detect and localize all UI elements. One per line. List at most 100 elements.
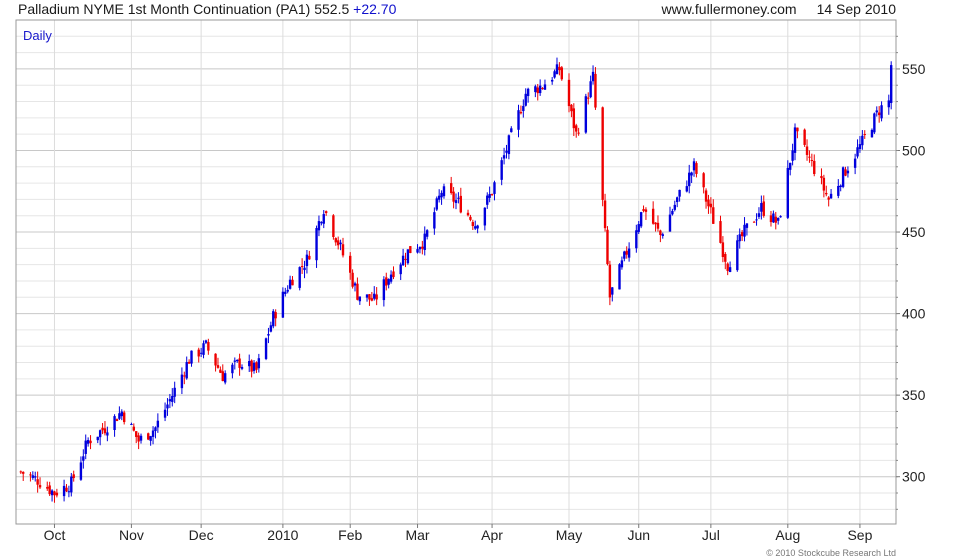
candle-body [118,413,121,419]
y-tick-label: 400 [902,306,926,322]
candle-body [106,432,109,436]
candle-body [594,73,597,108]
candle-body [409,246,412,253]
candle-body [115,419,119,421]
candle-body [757,213,761,217]
candle-body [185,362,188,379]
candle-body [139,435,143,441]
candle-body [639,212,643,227]
candle-body [635,230,638,249]
candle-body [151,430,155,437]
candle-body [695,163,698,174]
candle-body [575,125,578,132]
x-tick-label: Mar [405,527,429,543]
candle-body [79,462,83,480]
candle-body [53,491,56,496]
candle-body [846,170,850,174]
candle-body [875,110,878,113]
candle-body [555,64,559,75]
candle-body [214,353,217,366]
y-tick-label: 350 [902,387,926,403]
candle-body [267,334,270,336]
candle-body [29,474,32,476]
candle-body [373,293,376,299]
candle-body [250,360,253,372]
candle-body [156,420,160,428]
candle-body [776,217,780,221]
candle-body [382,279,386,301]
candle-body [870,129,874,138]
candle-body [740,232,744,237]
candle-body [577,132,580,134]
source-link[interactable]: www.fullermoney.com [661,1,797,17]
candle-body [437,195,441,200]
candle-body [449,183,453,193]
x-tick-label: Jun [627,527,650,543]
candle-body [113,416,116,431]
candle-body [483,207,487,226]
candle-body [65,487,68,492]
candle-body [769,215,773,223]
candle-body [216,365,220,368]
plot-frame [15,19,897,525]
candle-body [668,214,672,232]
interval-label: Daily [23,28,52,43]
candle-body [820,175,823,179]
candle-body [774,216,777,223]
candle-body [538,85,542,94]
candle-body [651,208,655,224]
candle-body [233,360,236,362]
candle-body [351,272,354,287]
candle-body [418,247,422,250]
candle-body [567,79,571,107]
candle-body [370,298,374,301]
x-tick-label: May [556,527,582,543]
price-change: +22.70 [353,1,397,17]
candle-body [522,105,525,112]
candle-body [187,361,191,364]
candle-body [221,371,224,382]
candle-body [541,88,544,90]
candle-body [474,226,477,229]
candle-body [305,254,309,267]
candle-body [457,197,460,199]
candle-body [135,431,138,437]
candle-body [365,294,369,298]
candle-body [466,212,470,216]
candle-body [281,291,285,318]
candle-body [356,283,359,300]
candle-body [274,312,277,319]
candle-body [502,155,506,159]
candle-body [637,224,640,232]
candle-body [442,186,446,197]
candle-body [166,404,169,409]
candle-body [86,440,90,444]
candle-body [654,222,657,225]
candle-body [510,128,513,133]
candle-body [671,210,674,215]
candle-body [303,267,306,271]
candle-body [786,167,790,218]
candle-body [841,167,845,187]
candle-body [685,186,689,192]
candle-body [101,427,104,431]
candle-body [500,160,503,180]
x-tick-label: Jul [702,527,720,543]
candle-body [543,84,547,90]
candle-body [880,105,883,119]
candle-body [704,190,708,202]
candle-body [603,200,607,229]
candle-body [421,246,424,249]
candle-body [690,172,693,176]
candle-body [827,197,830,200]
candle-body [55,492,59,496]
candle-body [336,240,340,246]
candle-body [858,144,862,150]
candle-body [861,135,864,146]
candle-body [625,250,628,255]
candle-body [103,428,107,434]
candle-body [272,311,275,327]
candle-body [702,173,705,188]
candle-body [406,249,410,264]
grid-lines [16,20,896,524]
